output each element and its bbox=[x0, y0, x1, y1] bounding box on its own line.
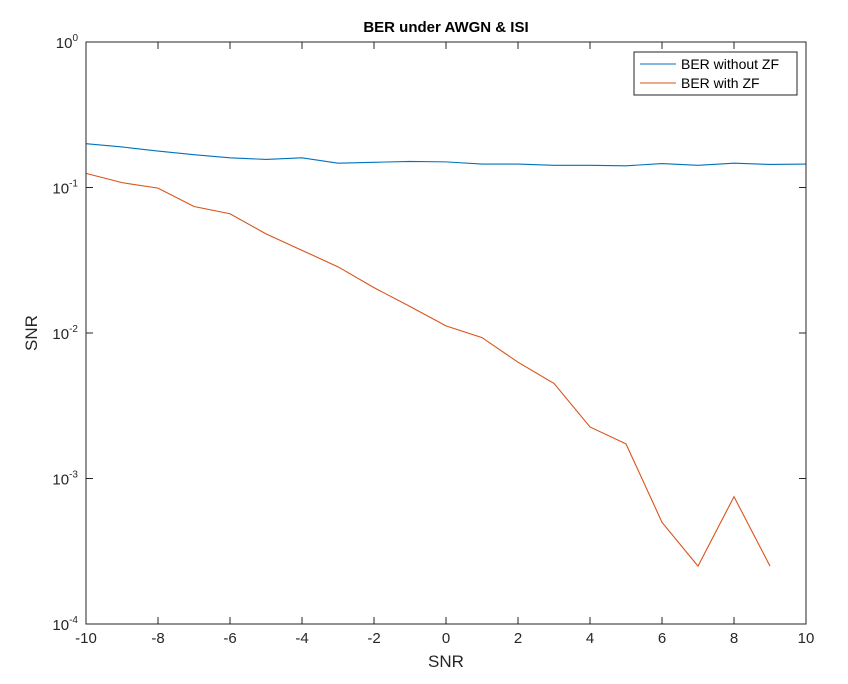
y-tick-label: 100 bbox=[56, 33, 79, 52]
axes-layer: -10 -8 -6 -4 -2 0 2 4 6 8 10 10-4 10-3 10-2 10-1 100 bbox=[52, 33, 814, 647]
x-tick-label: 6 bbox=[658, 630, 666, 647]
x-tick-label: 10 bbox=[798, 630, 815, 647]
legend-label: BER with ZF bbox=[681, 75, 760, 91]
chart-title: BER under AWGN & ISI bbox=[363, 19, 528, 36]
series-line-with-zf bbox=[85, 172, 771, 568]
x-tick-label: 8 bbox=[730, 630, 738, 647]
x-tick-label: -4 bbox=[295, 630, 308, 647]
y-tick-label: 10-2 bbox=[52, 324, 78, 343]
series-layer bbox=[85, 143, 807, 568]
y-axis-label: SNR bbox=[22, 315, 41, 351]
legend-box bbox=[633, 51, 798, 96]
plot-area bbox=[86, 42, 806, 624]
series-line-without-zf bbox=[85, 143, 807, 167]
x-tick-label: -2 bbox=[367, 630, 380, 647]
x-tick-label: 0 bbox=[442, 630, 450, 647]
legend-label: BER without ZF bbox=[681, 56, 779, 72]
y-tick-label: 10-1 bbox=[52, 179, 78, 198]
x-tick-label: -6 bbox=[223, 630, 236, 647]
legend: BER without ZF BER with ZF bbox=[633, 51, 798, 96]
y-tick-label: 10-3 bbox=[52, 470, 78, 489]
x-axis-label: SNR bbox=[428, 652, 464, 671]
x-tick-label: 4 bbox=[586, 630, 594, 647]
y-tick-label: 10-4 bbox=[52, 615, 78, 634]
plot-background bbox=[86, 42, 806, 624]
x-tick-label: 2 bbox=[514, 630, 522, 647]
x-tick-label: -10 bbox=[75, 630, 97, 647]
x-tick-label: -8 bbox=[151, 630, 164, 647]
